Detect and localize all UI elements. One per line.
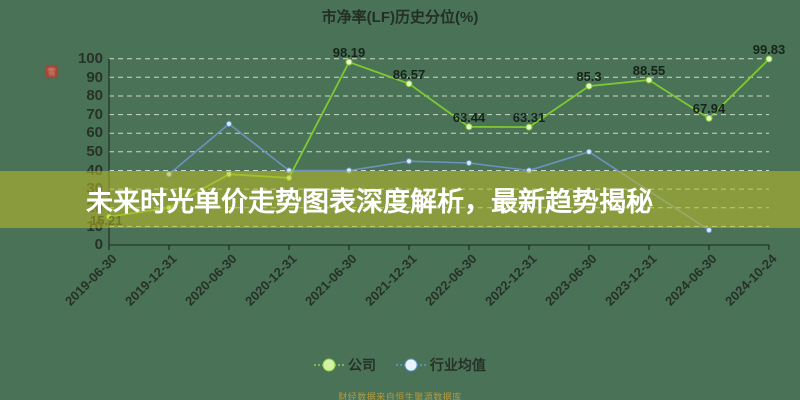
svg-text:雪: 雪 — [47, 67, 56, 77]
